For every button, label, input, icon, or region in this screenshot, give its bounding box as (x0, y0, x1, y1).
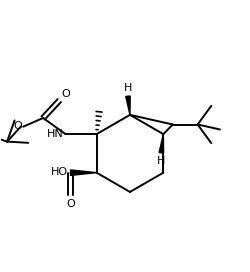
Polygon shape (159, 134, 164, 153)
Polygon shape (70, 170, 97, 175)
Polygon shape (126, 96, 130, 115)
Text: H: H (157, 156, 166, 166)
Text: HO: HO (51, 167, 68, 177)
Text: O: O (66, 199, 75, 209)
Text: O: O (61, 89, 70, 99)
Text: O: O (13, 121, 22, 131)
Text: H: H (124, 83, 132, 93)
Text: HN: HN (47, 129, 64, 139)
